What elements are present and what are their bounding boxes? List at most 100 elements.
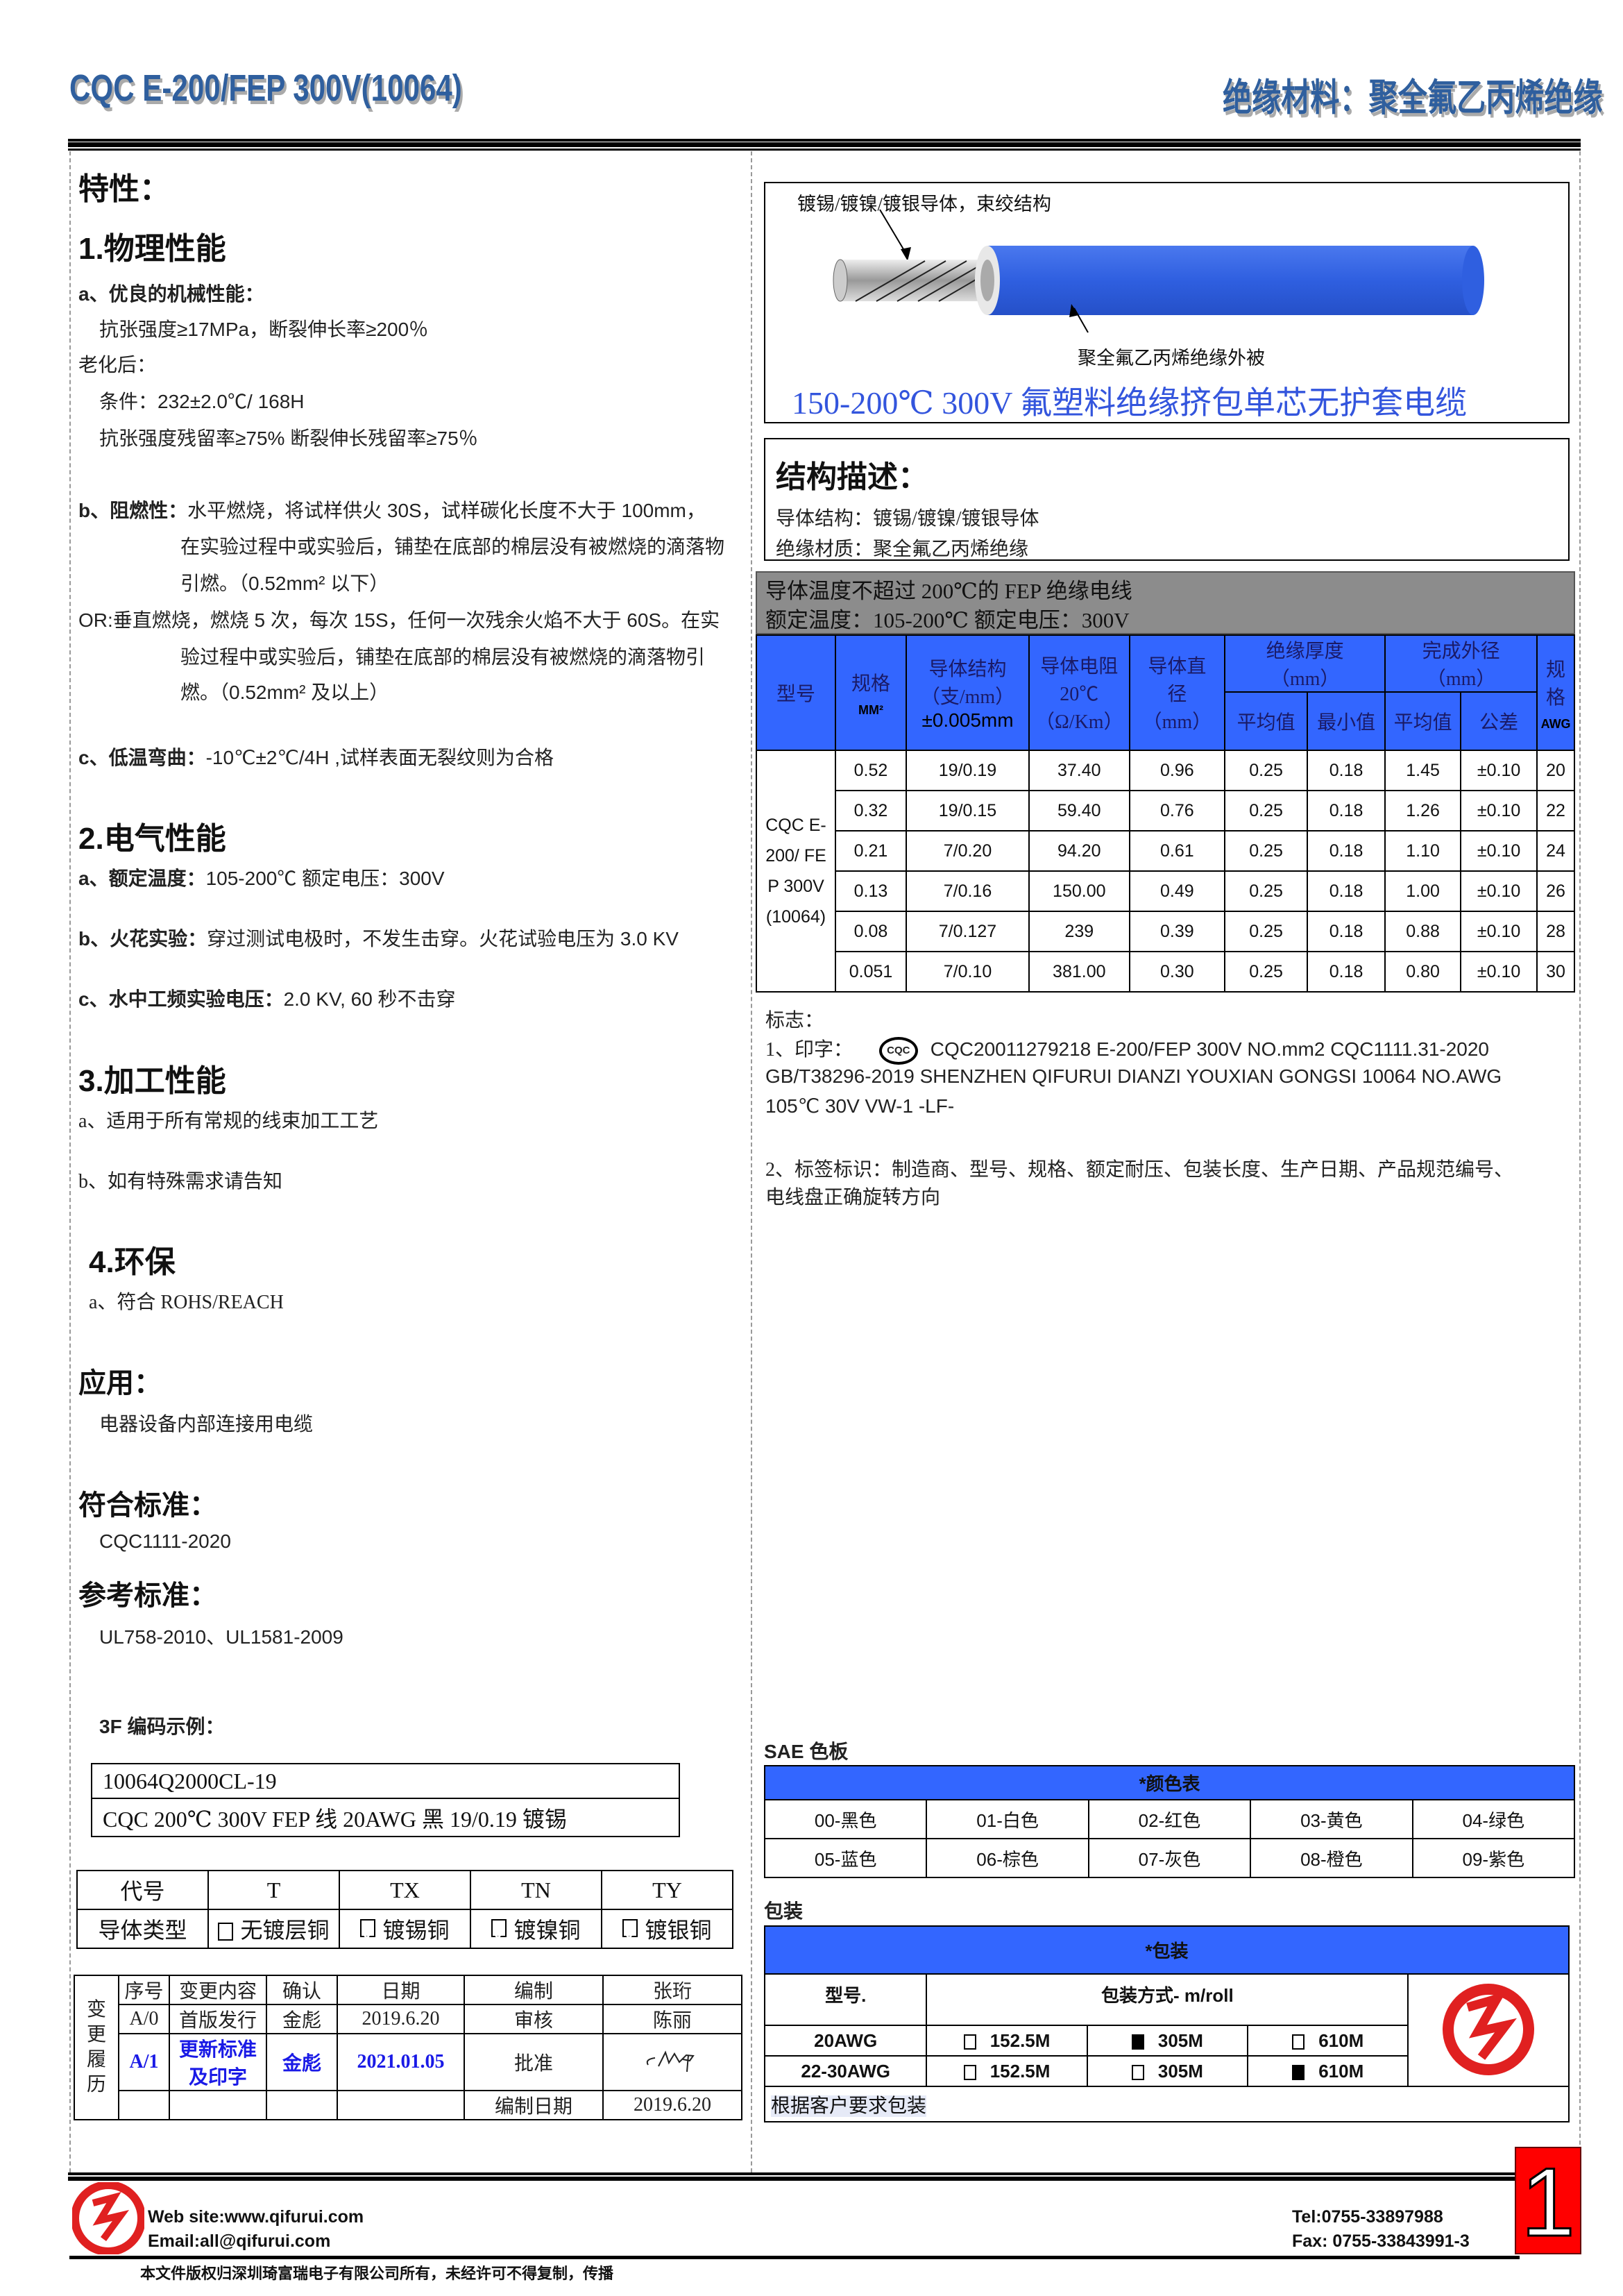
spec-cell: 0.18 <box>1307 951 1386 993</box>
conductor-option[interactable]: 镀镍铜 <box>470 1909 602 1949</box>
company-logo-icon <box>72 2182 144 2254</box>
packing-table: *包装 型号. 包装方式- m/roll 20AWG 152.5M 305M 610M 22-… <box>763 1925 1570 2122</box>
packing-option[interactable]: 305M <box>1086 2055 1249 2087</box>
spec-cell: 1.10 <box>1384 830 1462 872</box>
or-text-2: 验过程中或实验后，铺垫在底部的棉层没有被燃烧的滴落物引 <box>180 646 706 668</box>
reference-title: 参考标准： <box>78 1580 217 1611</box>
structure-title: 结构描述： <box>776 460 928 494</box>
print-line-1: CQC20011279218 E-200/FEP 300V NO.mm2 CQC… <box>930 1038 1490 1060</box>
header-outer-diameter: 完成外径（mm） <box>1384 634 1538 693</box>
revision-history-table: 变更履历 序号 变更内容 确认 日期 编制 张珩 A/0 首版发行 金彪 2019.6.20 审核 陈丽… <box>74 1975 742 2120</box>
cold-text: -10℃±2℃/4H ,试样表面无裂纹则为合格 <box>205 747 554 768</box>
header-diameter: 导体直径（mm） <box>1128 634 1226 751</box>
structure-conductor: 导体结构：镀锡/镀镍/镀银导体 <box>776 508 1039 530</box>
physical-title: 1.物理性能 <box>78 232 226 266</box>
checkbox-checked-icon[interactable] <box>360 1919 376 1941</box>
color-table-title: *颜色表 <box>764 1765 1575 1800</box>
cold-label: c、低温弯曲： <box>78 747 206 768</box>
mech-label: a、优良的机械性能： <box>78 283 264 305</box>
checkbox-empty-icon[interactable] <box>1131 2064 1144 2080</box>
spec-cell: 37.40 <box>1028 750 1130 791</box>
checkbox-empty-icon[interactable] <box>1292 2034 1305 2050</box>
packing-option[interactable]: 152.5M <box>926 2055 1088 2087</box>
color-code: 04-绿色 <box>1411 1799 1576 1839</box>
spec-cell: 0.25 <box>1224 750 1309 791</box>
spec-table: 型号 规格 MM² 导体结构（支/mm） ±0.005mm 导体电阻 20℃（Ω/Km）导… <box>756 634 1575 993</box>
revision-cell: 首版发行 <box>169 2004 267 2034</box>
checkbox-checked-icon[interactable] <box>622 1919 638 1941</box>
flame-text-2: 在实验过程中或实验后，铺垫在底部的棉层没有被燃烧的滴落物 <box>180 537 725 558</box>
checkbox-empty-icon[interactable] <box>963 2064 976 2080</box>
packing-option[interactable]: 610M <box>1247 2055 1409 2087</box>
header-avg2: 平均值 <box>1384 691 1462 751</box>
spec-cell: 7/0.20 <box>906 830 1030 872</box>
spec-cell: 7/0.127 <box>906 911 1030 952</box>
spec-cell: 0.18 <box>1307 830 1386 872</box>
spec-cell: 22 <box>1536 790 1575 832</box>
checkbox-empty-icon[interactable] <box>218 1923 234 1941</box>
banner-line-1: 导体温度不超过 200℃的 FEP 绝缘电线 <box>765 579 1132 603</box>
spec-cell: 94.20 <box>1028 830 1130 872</box>
print-label: 1、印字： <box>765 1039 853 1061</box>
spec-cell: 0.08 <box>835 911 907 952</box>
spec-cell: 0.18 <box>1307 911 1386 952</box>
checkbox-empty-icon[interactable] <box>963 2034 976 2050</box>
revision-cell: 更新标准及印字 <box>169 2033 267 2091</box>
conductor-header: TX <box>339 1870 471 1910</box>
spec-cell: ±0.10 <box>1460 911 1538 952</box>
page-number: 1 <box>1515 2147 1581 2257</box>
spec-cell: 381.00 <box>1028 951 1130 993</box>
color-code: 00-黑色 <box>763 1799 928 1839</box>
spec-cell: 30 <box>1536 951 1575 993</box>
conductor-type-table: 代号 T TX TN TY 导体类型 无镀层铜 镀锡铜 镀镍铜 镀银铜 <box>76 1870 733 1949</box>
sign-name: 张珩 <box>602 1975 742 2005</box>
color-code: 02-红色 <box>1087 1799 1252 1839</box>
revision-header: 日期 <box>337 1975 465 2005</box>
conductor-option[interactable]: 无镀层铜 <box>207 1909 340 1949</box>
spec-cell: 20 <box>1536 750 1575 791</box>
spec-cell: 24 <box>1536 830 1575 872</box>
footer-bottom-rule <box>69 2256 1520 2259</box>
copyright: 本文件版权归深圳琦富瑞电子有限公司所有，未经许可不得复制，传播 <box>140 2265 614 2282</box>
spec-cell: ±0.10 <box>1460 790 1538 832</box>
spark-text: 穿过测试电极时，不发生击穿。火花试验电压为 3.0 KV <box>207 928 679 949</box>
packing-option[interactable]: 610M <box>1247 2025 1409 2057</box>
header-thickness: 绝缘厚度（mm） <box>1224 634 1386 693</box>
packing-table-title: *包装 <box>764 1925 1570 1975</box>
standard-title: 符合标准： <box>78 1490 217 1521</box>
column-divider <box>751 151 752 2172</box>
checkbox-filled-icon[interactable] <box>1292 2064 1305 2080</box>
spec-cell: 0.96 <box>1128 750 1226 791</box>
flame-label: b、阻燃性： <box>78 500 188 521</box>
spec-cell: 0.18 <box>1307 790 1386 832</box>
conductor-row-label: 导体类型 <box>76 1909 209 1949</box>
features-title: 特性： <box>78 172 170 206</box>
product-title: 150-200℃ 300V 氟塑料绝缘挤包单芯无护套电缆 <box>792 385 1468 421</box>
footer-rule-thick <box>68 2177 1518 2181</box>
email[interactable]: Email:all@qifurui.com <box>148 2231 331 2251</box>
header-tolerance: 公差 <box>1460 691 1538 751</box>
website[interactable]: Web site:www.qifurui.com <box>148 2207 364 2227</box>
spec-cell: 0.25 <box>1224 870 1309 912</box>
checkbox-filled-icon[interactable] <box>1131 2034 1144 2050</box>
revision-side-label: 变更履历 <box>74 1975 119 2120</box>
label-line-1: 2、标签标识：制造商、型号、规格、额定耐压、包装长度、生产日期、产品规范编号、 <box>765 1159 1514 1181</box>
checkbox-checked-icon[interactable] <box>491 1919 507 1941</box>
spec-cell: 0.25 <box>1224 951 1309 993</box>
packing-title: 包装 <box>764 1900 804 1922</box>
packing-option[interactable]: 152.5M <box>926 2025 1088 2057</box>
conductor-option[interactable]: 镀锡铜 <box>339 1909 471 1949</box>
header-resistance: 导体电阻 20℃（Ω/Km） <box>1028 634 1130 751</box>
code-meaning: CQC 200℃ 300V FEP 线 20AWG 黑 19/0.19 镀锡 <box>91 1798 680 1837</box>
spec-cell: 0.32 <box>835 790 907 832</box>
sign-role: 批准 <box>464 2033 604 2091</box>
process-b: b、如有特殊需求请告知 <box>78 1171 283 1192</box>
spec-cell: 0.88 <box>1384 911 1462 952</box>
packing-option[interactable]: 305M <box>1086 2025 1249 2057</box>
left-border <box>69 151 71 2172</box>
sign-role: 审核 <box>464 2004 604 2034</box>
label-line-2: 电线盘正确旋转方向 <box>765 1187 941 1208</box>
color-code: 01-白色 <box>926 1799 1089 1839</box>
conductor-option[interactable]: 镀银铜 <box>601 1909 733 1949</box>
header-rule <box>68 139 1581 142</box>
